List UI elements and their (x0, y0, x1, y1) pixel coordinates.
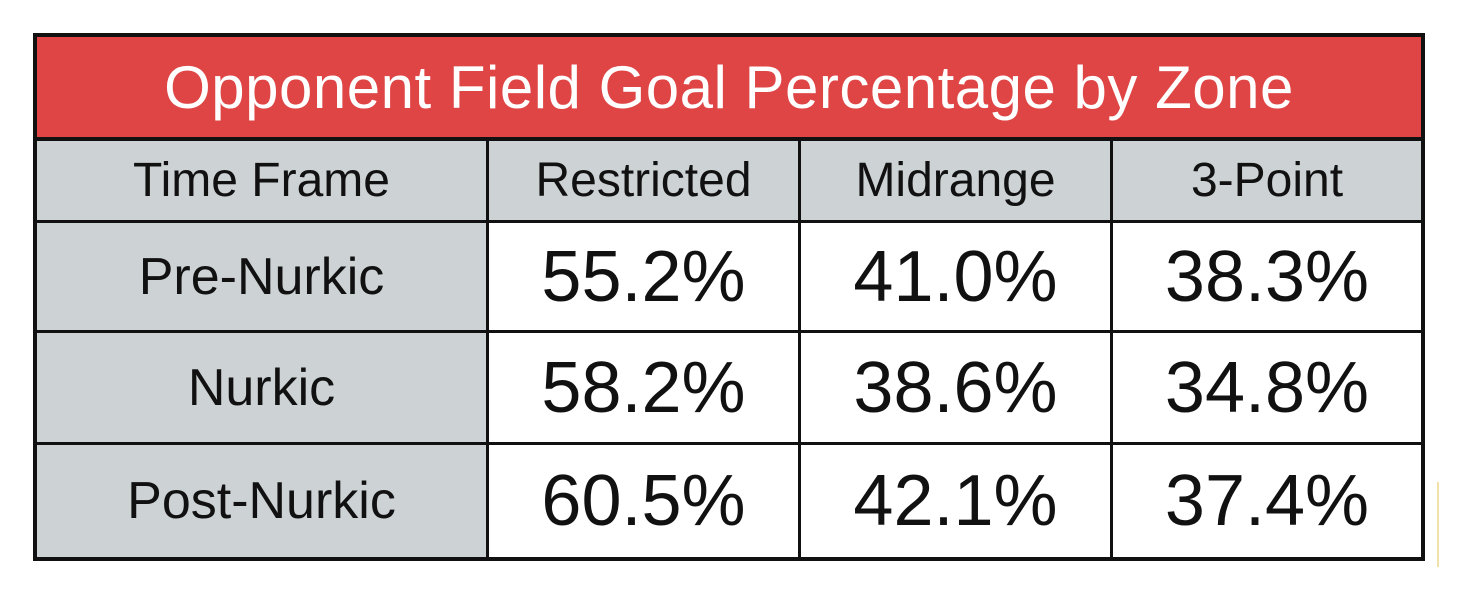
cell-pre-nurkic-restricted: 55.2% (489, 223, 801, 333)
cell-pre-nurkic-3-point: 38.3% (1113, 223, 1421, 333)
cell-nurkic-3-point: 34.8% (1113, 333, 1421, 445)
column-header-3-point: 3-Point (1113, 141, 1421, 223)
table-grid: Time Frame Restricted Midrange 3-Point P… (37, 141, 1421, 557)
row-label-post-nurkic: Post-Nurkic (37, 445, 489, 557)
table-title: Opponent Field Goal Percentage by Zone (37, 37, 1421, 141)
cell-post-nurkic-restricted: 60.5% (489, 445, 801, 557)
column-header-restricted: Restricted (489, 141, 801, 223)
fg-percentage-table: Opponent Field Goal Percentage by Zone T… (33, 33, 1425, 561)
row-label-nurkic: Nurkic (37, 333, 489, 445)
cell-post-nurkic-midrange: 42.1% (801, 445, 1113, 557)
edge-accent-line (1437, 482, 1439, 567)
column-header-midrange: Midrange (801, 141, 1113, 223)
cell-nurkic-midrange: 38.6% (801, 333, 1113, 445)
row-label-pre-nurkic: Pre-Nurkic (37, 223, 489, 333)
cell-nurkic-restricted: 58.2% (489, 333, 801, 445)
cell-post-nurkic-3-point: 37.4% (1113, 445, 1421, 557)
column-header-time-frame: Time Frame (37, 141, 489, 223)
cell-pre-nurkic-midrange: 41.0% (801, 223, 1113, 333)
